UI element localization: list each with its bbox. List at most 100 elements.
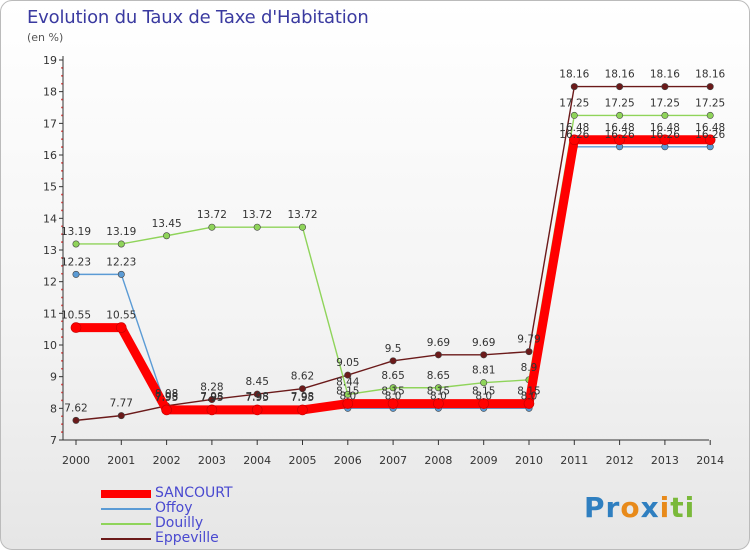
data-label-offoy: 16.26 bbox=[605, 129, 635, 141]
y-tick-label: 15 bbox=[43, 181, 57, 194]
y-tick-label: 19 bbox=[43, 54, 57, 67]
y-minor-tick bbox=[61, 74, 63, 77]
legend-item-eppeville: Eppeville bbox=[101, 531, 233, 546]
chart-title: Evolution du Taux de Taxe d'Habitation bbox=[27, 7, 369, 28]
data-point-sancourt bbox=[523, 398, 535, 409]
y-tick-label: 11 bbox=[43, 307, 57, 320]
x-tick-label: 2012 bbox=[606, 454, 634, 467]
logo-letter: i bbox=[684, 491, 696, 524]
data-label-douilly: 17.25 bbox=[559, 97, 589, 109]
logo-letter: i bbox=[659, 491, 671, 524]
y-minor-tick bbox=[61, 162, 63, 164]
y-minor-tick bbox=[61, 415, 63, 418]
data-label-sancourt: 16.48 bbox=[650, 122, 680, 134]
data-label-eppeville: 8.62 bbox=[291, 371, 314, 383]
data-label-offoy: 7.98 bbox=[155, 391, 178, 403]
y-minor-tick bbox=[61, 391, 63, 394]
data-label-offoy: 12.23 bbox=[61, 256, 91, 268]
data-label-eppeville: 9.5 bbox=[385, 343, 402, 355]
data-label-sancourt: 8.15 bbox=[517, 386, 540, 398]
y-tick-label: 16 bbox=[43, 149, 57, 162]
y-tick-label: 18 bbox=[43, 86, 57, 99]
data-label-douilly: 8.65 bbox=[427, 370, 450, 382]
y-minor-tick bbox=[61, 67, 63, 69]
data-point-douilly bbox=[706, 111, 714, 119]
data-label-douilly: 13.45 bbox=[152, 218, 182, 230]
data-point-douilly bbox=[117, 240, 125, 248]
y-minor-tick bbox=[61, 272, 63, 275]
y-minor-tick bbox=[61, 193, 63, 196]
data-point-eppeville bbox=[661, 83, 669, 91]
y-minor-tick bbox=[61, 169, 63, 172]
y-minor-tick bbox=[61, 367, 63, 370]
legend-label: Douilly bbox=[155, 515, 204, 531]
data-label-douilly: 17.25 bbox=[605, 97, 635, 109]
x-tick-label: 2003 bbox=[198, 454, 226, 467]
data-label-offoy: 8.0 bbox=[475, 390, 492, 402]
legend-swatch bbox=[101, 522, 151, 525]
data-label-douilly: 13.19 bbox=[106, 226, 136, 238]
data-label-sancourt: 7.95 bbox=[155, 392, 178, 404]
data-point-eppeville bbox=[72, 416, 80, 424]
data-label-offoy: 7.98 bbox=[246, 391, 269, 403]
y-tick-label: 17 bbox=[43, 117, 57, 130]
logo-letter: t bbox=[670, 491, 685, 524]
y-minor-tick bbox=[61, 359, 63, 362]
data-label-sancourt: 7.95 bbox=[200, 392, 223, 404]
x-tick-label: 2014 bbox=[696, 454, 724, 467]
data-label-eppeville: 18.16 bbox=[605, 69, 635, 81]
data-point-sancourt bbox=[206, 404, 218, 416]
data-point-douilly bbox=[163, 232, 171, 240]
x-tick-label: 2010 bbox=[515, 454, 543, 467]
data-point-douilly bbox=[72, 240, 80, 248]
y-minor-tick bbox=[61, 288, 63, 291]
data-point-eppeville bbox=[208, 395, 216, 403]
y-minor-tick bbox=[61, 114, 63, 117]
data-point-eppeville bbox=[525, 348, 533, 356]
data-point-douilly bbox=[616, 111, 624, 119]
y-minor-tick bbox=[61, 130, 63, 133]
data-point-sancourt bbox=[297, 404, 308, 416]
y-tick-label: 7 bbox=[50, 434, 57, 447]
data-label-eppeville: 9.69 bbox=[427, 337, 450, 349]
x-tick-label: 2002 bbox=[153, 454, 181, 467]
data-point-douilly bbox=[661, 111, 669, 119]
data-point-douilly bbox=[570, 111, 578, 119]
data-label-sancourt: 8.15 bbox=[472, 386, 495, 398]
y-minor-tick bbox=[61, 423, 63, 426]
data-point-eppeville bbox=[616, 83, 624, 91]
data-point-eppeville bbox=[480, 351, 488, 359]
data-point-eppeville bbox=[706, 83, 714, 91]
data-point-sancourt bbox=[116, 322, 127, 333]
data-point-sancourt bbox=[70, 322, 82, 333]
data-label-eppeville: 7.62 bbox=[64, 402, 87, 414]
data-label-douilly: 13.72 bbox=[242, 209, 272, 221]
data-label-offoy: 8.0 bbox=[430, 390, 447, 402]
data-label-douilly: 8.81 bbox=[472, 365, 495, 377]
data-label-sancourt: 16.48 bbox=[605, 122, 635, 134]
data-label-douilly: 8.44 bbox=[336, 376, 360, 388]
y-tick-label: 12 bbox=[43, 276, 57, 289]
data-label-douilly: 13.72 bbox=[197, 209, 227, 221]
y-tick-label: 13 bbox=[43, 244, 57, 257]
x-tick-label: 2007 bbox=[379, 454, 407, 467]
data-label-offoy: 7.98 bbox=[291, 391, 314, 403]
data-label-sancourt: 10.55 bbox=[106, 310, 136, 322]
data-label-sancourt: 8.15 bbox=[381, 386, 404, 398]
data-label-sancourt: 7.95 bbox=[291, 392, 314, 404]
proxiti-logo: Proxiti bbox=[584, 491, 695, 524]
data-point-sancourt bbox=[568, 134, 580, 146]
data-label-douilly: 17.25 bbox=[695, 97, 725, 109]
y-minor-tick bbox=[61, 431, 63, 433]
x-tick-label: 2000 bbox=[62, 454, 90, 467]
data-point-sancourt bbox=[161, 404, 172, 416]
data-point-eppeville bbox=[344, 371, 352, 379]
logo-letter: x bbox=[640, 491, 660, 524]
data-label-sancourt: 16.48 bbox=[559, 122, 589, 134]
data-point-sancourt bbox=[433, 398, 444, 409]
data-label-douilly: 13.19 bbox=[61, 226, 91, 238]
data-label-offoy: 7.98 bbox=[200, 391, 223, 403]
data-label-offoy: 16.26 bbox=[695, 129, 725, 141]
data-point-eppeville bbox=[117, 412, 125, 420]
